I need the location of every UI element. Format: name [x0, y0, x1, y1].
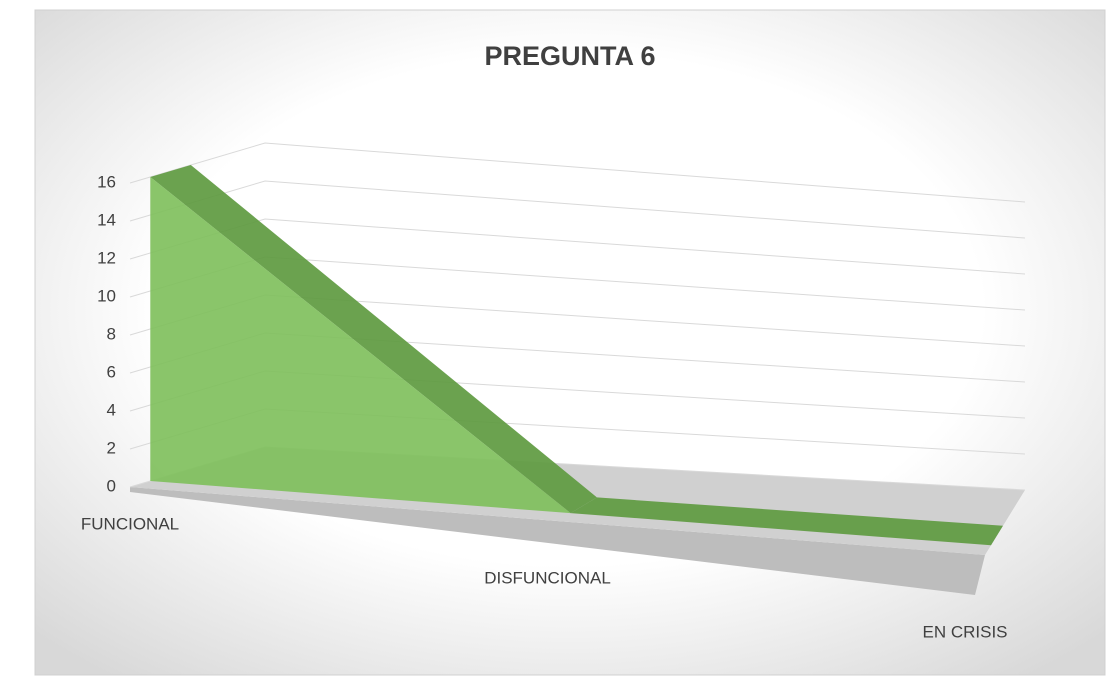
area	[150, 177, 992, 546]
y-tick-label: 8	[107, 324, 116, 343]
chart-title: PREGUNTA 6	[484, 41, 655, 71]
y-tick-label: 14	[97, 210, 116, 229]
y-tick-label: 6	[107, 362, 116, 381]
x-tick-label: DISFUNCIONAL	[484, 568, 611, 587]
y-tick-label: 16	[97, 172, 116, 191]
grid-line	[129, 142, 1026, 203]
x-tick-label: EN CRISIS	[922, 622, 1007, 641]
area-top	[150, 165, 597, 514]
y-tick-label: 12	[97, 248, 116, 267]
floor-side	[130, 487, 985, 595]
y-tick-label: 0	[107, 476, 116, 495]
y-tick-label: 2	[107, 438, 116, 457]
x-tick-label: FUNCIONAL	[81, 514, 179, 533]
area-top	[570, 497, 1003, 546]
y-tick-label: 4	[107, 400, 116, 419]
y-tick-label: 10	[97, 286, 116, 305]
